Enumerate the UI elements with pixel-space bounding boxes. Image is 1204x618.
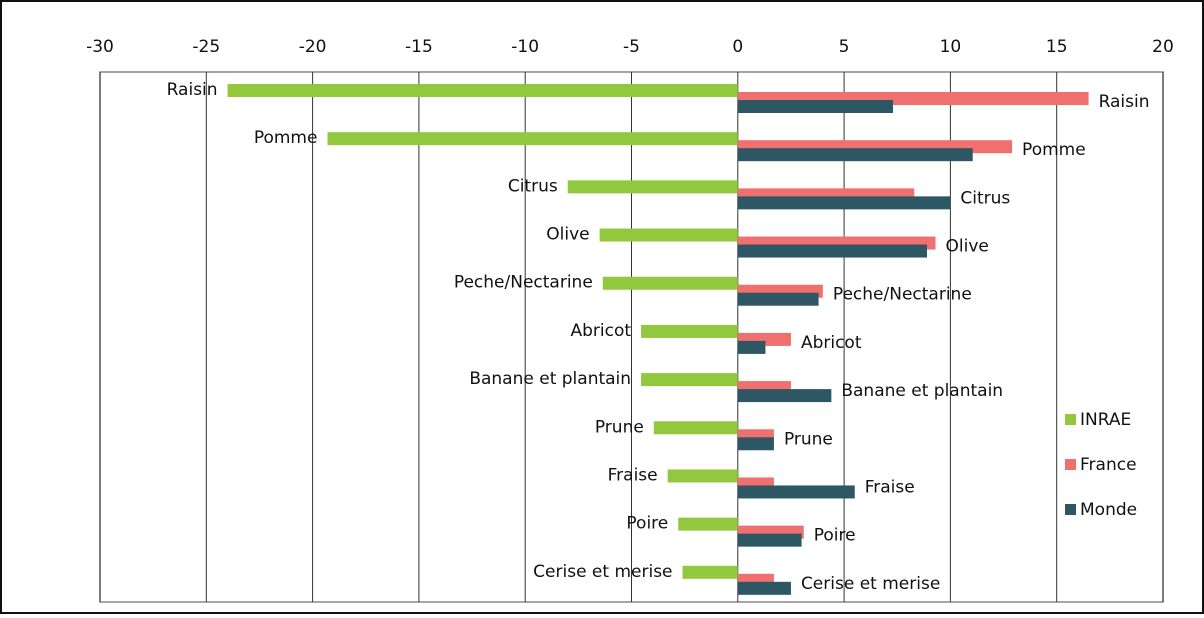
category-label-left: Banane et plantain (469, 369, 631, 389)
category-label-right: Poire (814, 526, 856, 546)
category-label-right: Olive (946, 237, 989, 257)
category-label-right: Fraise (865, 477, 915, 497)
category-label-right: Cerise et merise (801, 574, 940, 594)
category-label-left: Olive (546, 225, 589, 245)
category-label-right: Citrus (960, 188, 1010, 208)
category-label-left: Fraise (608, 465, 658, 485)
bar (567, 180, 738, 194)
x-tick-label: 10 (940, 37, 962, 57)
bar (653, 421, 738, 435)
category-label-left: Citrus (508, 176, 558, 196)
bar (641, 324, 738, 338)
bar (227, 84, 738, 97)
bar (678, 517, 738, 531)
bar (737, 196, 951, 210)
x-tick-label: -15 (405, 37, 433, 57)
x-tick-label: -5 (623, 37, 640, 57)
bar (737, 340, 766, 354)
category-label-right: Pomme (1022, 140, 1086, 160)
x-tick-label: -25 (192, 37, 220, 57)
bar (737, 485, 855, 499)
category-label-left: Peche/Nectarine (454, 273, 593, 293)
category-label-right: Banane et plantain (841, 381, 1003, 401)
x-tick-label: 20 (1152, 37, 1174, 57)
bar (327, 132, 738, 146)
category-label-left: Cerise et merise (533, 562, 672, 582)
bar (737, 148, 973, 162)
bar (737, 437, 774, 451)
bar (602, 276, 738, 290)
category-label-right: Abricot (801, 333, 862, 353)
x-tick-label: 5 (839, 37, 850, 57)
category-label-left: Abricot (571, 321, 632, 341)
legend-swatch (1065, 504, 1076, 515)
legend-swatch (1065, 414, 1076, 425)
bar (737, 581, 791, 595)
legend-swatch (1065, 459, 1076, 470)
bar (737, 389, 832, 403)
legend-label: Monde (1080, 500, 1137, 520)
bar (682, 565, 738, 579)
x-tick-label: -30 (86, 37, 114, 57)
category-label-right: Prune (784, 429, 833, 449)
category-label-left: Raisin (167, 80, 218, 100)
bar (737, 244, 928, 258)
x-tick-label: -20 (299, 37, 327, 57)
bar (641, 373, 738, 387)
bar (667, 469, 738, 483)
legend-label: INRAE (1080, 410, 1131, 430)
x-tick-label: 15 (1046, 37, 1068, 57)
bar (737, 292, 819, 306)
bar (737, 100, 893, 113)
legend-label: France (1080, 455, 1137, 475)
bar (737, 533, 802, 547)
bar (599, 228, 738, 242)
category-label-left: Poire (626, 514, 668, 534)
category-label-right: Raisin (1099, 92, 1150, 112)
category-label-right: Peche/Nectarine (833, 285, 972, 305)
category-label-left: Prune (595, 417, 644, 437)
x-tick-label: 0 (732, 37, 743, 57)
x-tick-label: -10 (511, 37, 539, 57)
category-label-left: Pomme (254, 128, 318, 148)
